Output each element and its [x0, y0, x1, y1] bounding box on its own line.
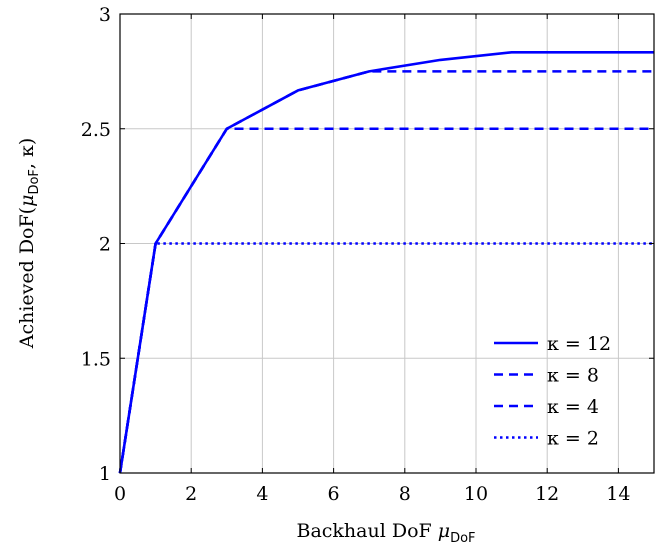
- legend: κ = 12 κ = 8 κ = 4 κ = 2: [494, 333, 611, 450]
- legend-label: κ = 2: [547, 428, 599, 450]
- x-tick-label: 6: [328, 483, 340, 505]
- x-axis-label-symbol: μ: [438, 520, 450, 542]
- x-tick-label: 12: [535, 483, 559, 505]
- y-axis-label-suffix: , κ): [16, 138, 38, 169]
- legend-label: κ = 8: [547, 365, 599, 387]
- x-axis-label: Backhaul DoF μDoF: [296, 520, 475, 546]
- x-tick-label: 4: [256, 483, 268, 505]
- x-tick-label: 14: [606, 483, 630, 505]
- y-axis-label-symbol: μ: [16, 195, 38, 207]
- series-line: [118, 242, 654, 474]
- series-line: [118, 70, 654, 474]
- series-layer: [118, 51, 654, 474]
- y-tick-label: 2.5: [81, 119, 111, 141]
- y-axis-label-subscript: DoF: [27, 169, 42, 194]
- x-axis-label-subscript: DoF: [450, 531, 475, 546]
- y-axis-label-text: Achieved DoF(: [16, 207, 38, 349]
- legend-label: κ = 12: [547, 333, 611, 355]
- x-tick-label: 8: [399, 483, 411, 505]
- y-tick-label: 3: [99, 4, 111, 26]
- x-axis-label-text: Backhaul DoF: [296, 520, 431, 542]
- y-axis-label: Achieved DoF(μDoF, κ): [16, 138, 42, 350]
- y-tick-label: 1: [99, 463, 111, 485]
- x-tick-label: 10: [464, 483, 488, 505]
- x-tick-label: 0: [114, 483, 126, 505]
- y-tick-label: 1.5: [81, 348, 111, 370]
- x-tick-label: 2: [185, 483, 197, 505]
- ticks: 0 2 4 6 8 10 12 14 1 1.5 2 2.5 3: [81, 4, 654, 505]
- legend-label: κ = 4: [547, 396, 599, 418]
- series-line: [118, 127, 654, 474]
- y-tick-label: 2: [99, 234, 111, 256]
